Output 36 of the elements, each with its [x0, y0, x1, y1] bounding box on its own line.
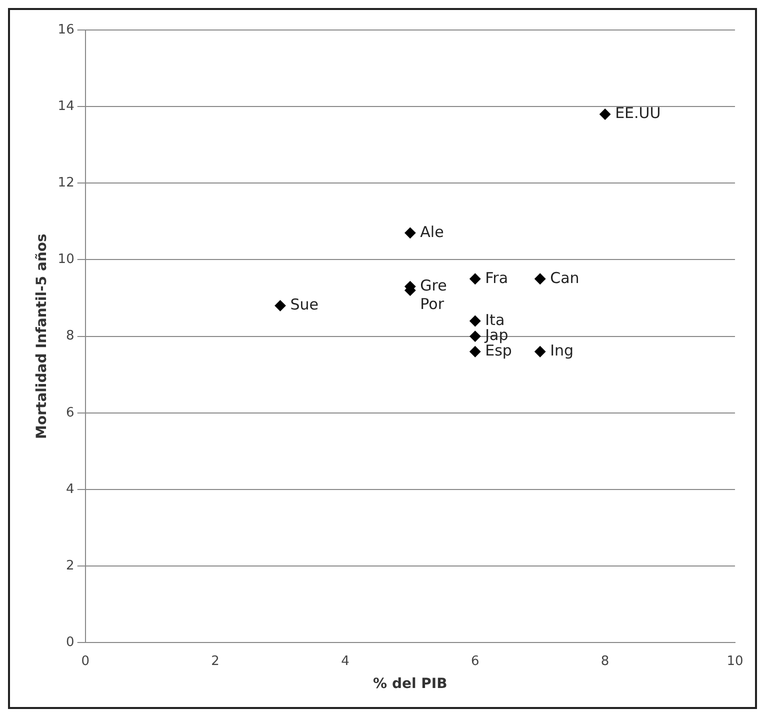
y-tick-label: 8 — [66, 328, 74, 344]
series-label: EE.UU — [615, 104, 661, 122]
point — [534, 346, 546, 358]
x-axis-title: % del PIB — [373, 676, 448, 692]
series-label: Sue — [290, 296, 319, 314]
y-tick-label: 14 — [58, 98, 74, 114]
series-label: Gre — [420, 276, 447, 294]
y-tick-label: 0 — [66, 634, 74, 650]
x-tick-label: 2 — [211, 654, 220, 669]
y-tick-label: 4 — [66, 482, 74, 497]
x-tick-label: 6 — [470, 654, 480, 669]
series-label: Ing — [550, 342, 574, 360]
y-tick-label: 2 — [66, 558, 74, 574]
y-tick-label: 16 — [58, 22, 74, 38]
series-label: Can — [550, 268, 580, 287]
point — [470, 346, 481, 358]
y-tick-label: 6 — [66, 405, 74, 420]
point — [470, 315, 481, 326]
series-label: Ale — [420, 222, 444, 241]
point — [274, 300, 286, 312]
x-tick-label: 0 — [81, 654, 90, 669]
y-tick-label: 10 — [58, 252, 74, 268]
x-tick-label: 10 — [726, 654, 744, 669]
series-label: Jap — [484, 326, 508, 344]
point — [470, 330, 481, 342]
point — [534, 273, 546, 284]
x-tick-label: 8 — [600, 654, 610, 669]
point — [404, 227, 416, 238]
y-axis-title: Mortalidad Infantil-5 años — [34, 234, 50, 439]
series-label: Fra — [485, 268, 508, 287]
series-label: Ita — [485, 310, 505, 329]
y-tick-label: 12 — [58, 176, 74, 191]
point — [600, 108, 611, 120]
x-tick-label: 4 — [341, 654, 350, 669]
series-label: Por — [420, 295, 445, 314]
point — [470, 273, 481, 284]
